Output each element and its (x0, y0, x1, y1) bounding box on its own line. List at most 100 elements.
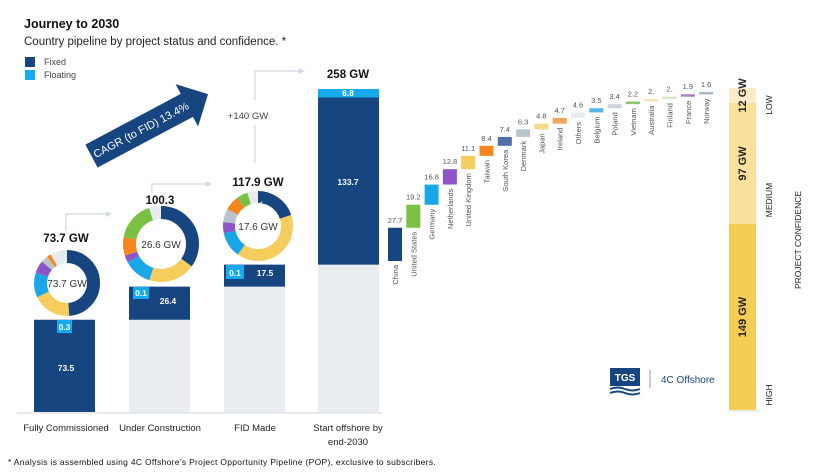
floating-value-label: 0.1 (229, 268, 241, 278)
floating-value-box (57, 320, 72, 333)
connector-line (151, 183, 208, 193)
tgs-logo-mark (610, 368, 640, 386)
donut-segment-netherlands (223, 191, 293, 261)
tgs-logo-text: TGS (615, 373, 636, 384)
confidence-axis-title: PROJECT CONFIDENCE (793, 191, 803, 289)
chart-title: Journey to 2030 (24, 17, 119, 31)
country-value-label: 2. (666, 85, 672, 94)
floating-value-box (133, 287, 149, 299)
donut-segment-united-kingdom (34, 250, 100, 316)
country-bar (589, 108, 604, 113)
country-bar (424, 184, 439, 205)
arrowhead-icon (106, 211, 112, 217)
category-label: FID Made (234, 423, 276, 434)
country-name-label: China (391, 264, 400, 284)
country-name-label: Ireland (556, 128, 565, 151)
cagr-arrow-shape (85, 84, 209, 168)
floating-value-box (226, 265, 244, 279)
confidence-value-label: 149 GW (737, 296, 749, 337)
country-bar (406, 204, 421, 228)
country-bar (388, 227, 402, 261)
legend-label-fixed: Fixed (44, 57, 66, 67)
arrowhead-icon (299, 68, 305, 74)
logo-name: 4C Offshore (661, 375, 715, 386)
country-value-label: 1.6 (701, 80, 711, 89)
donut-segment-taiwan (123, 206, 199, 282)
country-value-label: 12.8 (443, 157, 458, 166)
total-label: 100.3 (146, 195, 175, 207)
country-value-label: 4.8 (536, 112, 546, 121)
chart-subtitle: Country pipeline by project status and c… (24, 36, 287, 48)
confidence-level-label: MEDIUM (764, 183, 774, 217)
floating-value-label: 6.8 (342, 88, 354, 98)
confidence-value-label: 12 GW (737, 78, 749, 113)
cagr-arrow: CAGR (to FID) 13.4% (85, 84, 209, 168)
country-bar (644, 99, 659, 102)
country-name-label: South Korea (501, 149, 510, 192)
legend-label-floating: Floating (44, 70, 76, 80)
country-value-label: 3.4 (609, 92, 619, 101)
country-name-label: Japan (537, 133, 546, 153)
floating-value-label: 0.1 (135, 288, 147, 298)
bar-fixed (318, 97, 379, 265)
country-bar (442, 169, 457, 185)
country-bar (571, 112, 585, 118)
country-name-label: Germany (428, 208, 437, 239)
category-label: Start offshore by (313, 423, 383, 434)
country-name-label: Norway (702, 98, 711, 124)
country-bar (534, 123, 549, 130)
confidence-value-label: 97 GW (737, 146, 749, 181)
donut-segment-others (223, 191, 293, 261)
category-label: end-2030 (328, 437, 368, 448)
country-name-label: Vietnam (629, 108, 638, 135)
cagr-label: CAGR (to FID) 13.4% (92, 100, 192, 161)
country-name-label: Denmark (519, 141, 528, 172)
country-value-label: 3.5 (591, 96, 601, 105)
bar-floating (318, 89, 379, 98)
total-label: 258 GW (327, 69, 369, 81)
legend: Fixed Floating (25, 57, 76, 80)
country-donuts: 73.7 GW 26.6 GW 17.6 GW (34, 191, 293, 316)
country-value-label: 19.2 (406, 193, 421, 202)
donut-center-label: 17.6 GW (238, 222, 278, 233)
country-bar (479, 145, 494, 156)
connector-line (254, 70, 301, 163)
country-bar (699, 91, 714, 95)
country-value-label: 8.4 (481, 134, 491, 143)
country-value-label: 2. (648, 87, 654, 96)
country-bar (497, 136, 512, 146)
donut-segment-united-kingdom (223, 191, 293, 261)
country-value-label: 1.9 (683, 82, 693, 91)
fixed-value-label: 26.4 (160, 296, 177, 306)
country-waterfall: 27.7 China 19.2 United States 16.8 Germany 12.… (388, 80, 714, 285)
fixed-value-label: 133.7 (337, 177, 359, 187)
category-label: Under Construction (119, 423, 201, 434)
footnote: * Analysis is assembled using 4C Offshor… (8, 457, 436, 467)
waves-icon (609, 386, 641, 396)
country-bar (662, 96, 677, 100)
country-bar (516, 129, 531, 137)
logo: TGS 4C Offshore (609, 368, 715, 396)
country-name-label: Australia (647, 105, 656, 135)
country-name-label: France (684, 101, 693, 124)
category-label: Fully Commissioned (23, 423, 109, 434)
remaining-bar-background (224, 264, 285, 412)
country-name-label: United States (409, 232, 418, 277)
donut-center-label: 26.6 GW (141, 240, 181, 251)
country-bar (461, 155, 476, 170)
total-label: 117.9 GW (232, 177, 283, 189)
country-value-label: 11.1 (461, 144, 475, 153)
floating-value-label: 0.3 (59, 322, 71, 332)
country-value-label: 6.3 (518, 117, 528, 126)
country-value-label: 4.6 (573, 100, 583, 109)
legend-swatch-floating (25, 70, 35, 80)
donut-segment-others (34, 250, 100, 316)
country-value-label: 4.7 (554, 106, 564, 115)
donut-segment-united-kingdom (123, 206, 199, 282)
country-value-label: 2.2 (628, 90, 638, 99)
country-bar (552, 117, 567, 124)
confidence-segment (729, 88, 756, 103)
confidence-bar: 149 GW HIGH 97 GW MEDIUM 12 GW LOW PROJECT CON… (727, 78, 803, 412)
total-label: 73.7 GW (43, 233, 89, 245)
